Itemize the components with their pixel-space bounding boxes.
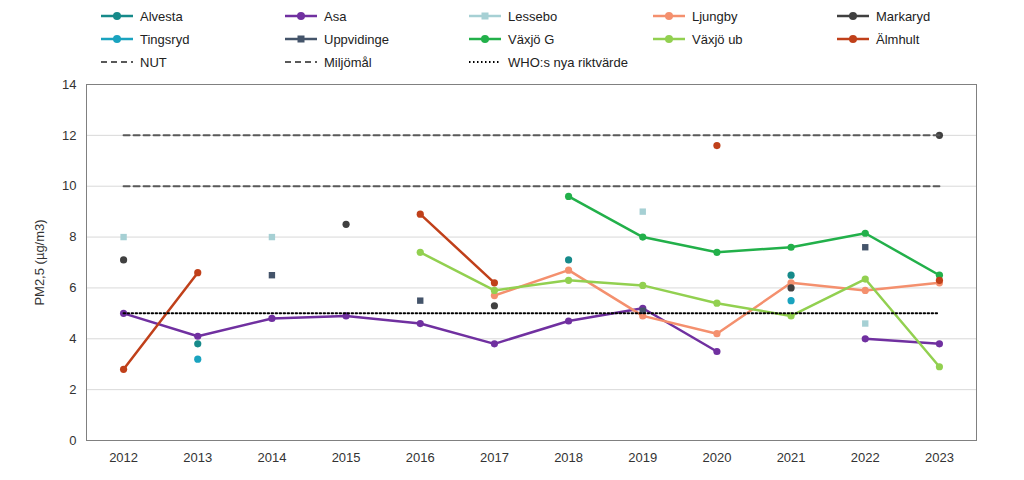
svg-text:2022: 2022 <box>851 450 880 465</box>
svg-text:2021: 2021 <box>777 450 806 465</box>
html-text:NUT: NUT <box>140 54 167 70</box>
svg-text:12: 12 <box>62 128 76 143</box>
svg-text:10: 10 <box>62 178 76 193</box>
svg-text:0: 0 <box>69 433 76 448</box>
svg-text:2016: 2016 <box>406 450 435 465</box>
html-text:Alvesta: Alvesta <box>140 8 183 24</box>
svg-text:6: 6 <box>69 280 76 295</box>
html-text:Älmhult: Älmhult <box>876 31 920 47</box>
html-text:Asa: Asa <box>324 8 347 24</box>
svg-text:2013: 2013 <box>183 450 212 465</box>
svg-text:2020: 2020 <box>702 450 731 465</box>
svg-text:2017: 2017 <box>480 450 509 465</box>
svg-text:2014: 2014 <box>257 450 286 465</box>
svg-text:2012: 2012 <box>109 450 138 465</box>
svg-text:2015: 2015 <box>332 450 361 465</box>
html-text:Ljungby: Ljungby <box>692 8 738 24</box>
html-text:Växjö G: Växjö G <box>508 31 555 47</box>
html-text:Lessebo: Lessebo <box>508 8 558 24</box>
svg-text:14: 14 <box>62 77 76 92</box>
svg-text:2019: 2019 <box>628 450 657 465</box>
svg-text:8: 8 <box>69 229 76 244</box>
html-text:Uppvidinge: Uppvidinge <box>324 31 389 47</box>
svg-text:2: 2 <box>69 382 76 397</box>
html-text:Tingsryd: Tingsryd <box>140 31 190 47</box>
html-text:Markaryd: Markaryd <box>876 8 931 24</box>
svg-text:PM2,5 (µg/m3): PM2,5 (µg/m3) <box>32 219 47 305</box>
html-text:Växjö ub: Växjö ub <box>692 31 743 47</box>
html-text:WHO:s nya riktvärde: WHO:s nya riktvärde <box>508 54 628 70</box>
html-text:Miljömål: Miljömål <box>324 54 372 70</box>
svg-text:2023: 2023 <box>925 450 954 465</box>
svg-text:2018: 2018 <box>554 450 583 465</box>
svg-text:4: 4 <box>69 331 76 346</box>
